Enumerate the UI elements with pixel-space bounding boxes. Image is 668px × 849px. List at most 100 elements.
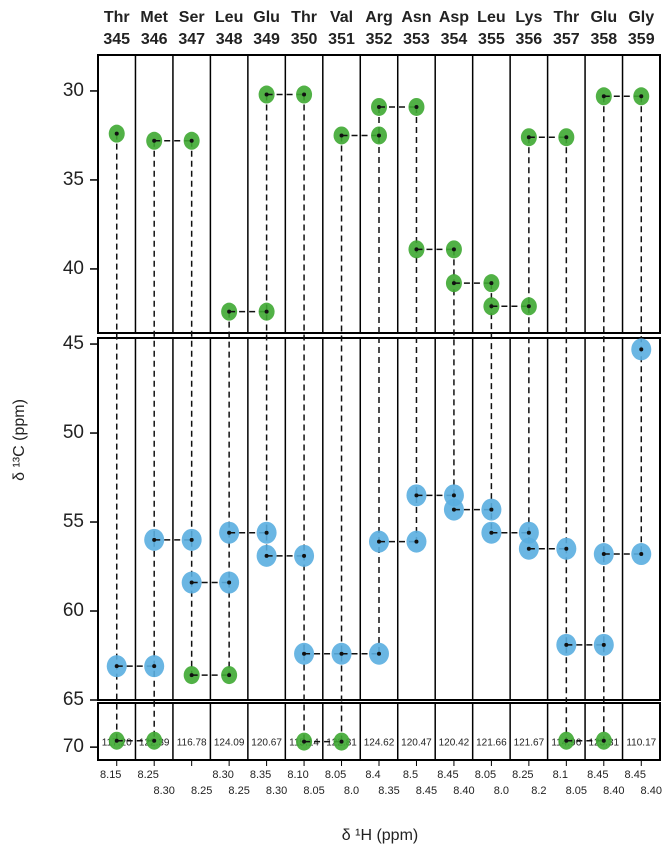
residue-name: Ser <box>179 9 205 26</box>
residue-name: Lys <box>515 9 542 26</box>
h-tick-label: 8.25 <box>228 785 249 797</box>
peak-dot <box>265 531 269 535</box>
residue-name: Thr <box>553 9 579 26</box>
peak-dot <box>115 132 119 136</box>
residue-name: Leu <box>477 9 505 26</box>
h-tick-label: 8.15 <box>100 769 121 781</box>
residue-name: Glu <box>590 9 617 26</box>
peak-dot <box>190 538 194 542</box>
h-tick-label: 8.25 <box>512 769 533 781</box>
h-tick-label: 8.05 <box>475 769 496 781</box>
h-tick-label: 8.30 <box>153 785 174 797</box>
peak-dot <box>564 135 568 139</box>
peak-dot <box>527 531 531 535</box>
peak-dot <box>602 643 606 647</box>
h-tick-label: 8.30 <box>212 769 233 781</box>
peak-dot <box>639 552 643 556</box>
n15-label: 121.66 <box>476 738 507 749</box>
residue-name: Glu <box>253 9 280 26</box>
residue-number: 350 <box>291 31 318 48</box>
h-tick-label: 8.5 <box>403 769 418 781</box>
y-tick-label: 55 <box>63 511 84 532</box>
peak-dot <box>414 105 418 109</box>
h-tick-label: 8.45 <box>587 769 608 781</box>
h-tick-label: 8.10 <box>287 769 308 781</box>
residue-name: Asp <box>439 9 469 26</box>
residue-number: 351 <box>328 31 355 48</box>
peak-dot <box>377 133 381 137</box>
y-tick-label: 60 <box>63 600 84 621</box>
h-tick-label: 8.05 <box>325 769 346 781</box>
residue-number: 349 <box>253 31 280 48</box>
h-tick-label: 8.35 <box>378 785 399 797</box>
h-tick-label: 8.4 <box>365 769 380 781</box>
h-tick-label: 8.45 <box>437 769 458 781</box>
h-tick-label: 8.0 <box>344 785 359 797</box>
peak-dot <box>227 673 231 677</box>
h-tick-label: 8.05 <box>566 785 587 797</box>
y-tick-label: 30 <box>63 80 84 101</box>
peak-dot <box>302 554 306 558</box>
y-tick-label: 50 <box>63 422 84 443</box>
residue-number: 357 <box>553 31 580 48</box>
peak-dot <box>302 93 306 97</box>
n15-label: 124.09 <box>214 738 245 749</box>
y-tick-label: 65 <box>63 689 84 710</box>
y-tick-label: 40 <box>63 258 84 279</box>
residue-name: Asn <box>401 9 431 26</box>
h-tick-label: 8.35 <box>250 769 271 781</box>
residue-name: Gly <box>628 9 654 26</box>
residue-name: Leu <box>215 9 243 26</box>
residue-number: 353 <box>403 31 430 48</box>
n15-label: 110.17 <box>626 738 656 749</box>
peak-dot <box>377 652 381 656</box>
peak-dot <box>340 740 344 744</box>
peak-dot <box>489 508 493 512</box>
x-axis-title: δ ¹H (ppm) <box>342 827 418 844</box>
peak-dot <box>527 304 531 308</box>
y-tick-label: 35 <box>63 169 84 190</box>
h-tick-label: 8.45 <box>416 785 437 797</box>
residue-name: Val <box>330 9 353 26</box>
n15-label: 120.67 <box>251 738 282 749</box>
n15-label: 120.42 <box>439 738 470 749</box>
n15-label: 124.62 <box>364 738 395 749</box>
h-tick-label: 8.40 <box>641 785 662 797</box>
residue-number: 359 <box>628 31 655 48</box>
residue-number: 356 <box>516 31 543 48</box>
residue-number: 354 <box>441 31 468 48</box>
peak-dot <box>190 139 194 143</box>
residue-number: 352 <box>366 31 393 48</box>
peak-dot <box>489 281 493 285</box>
n15-label: 120.47 <box>401 738 432 749</box>
y-tick-label: 70 <box>63 736 84 757</box>
n15-label: 121.67 <box>514 738 545 749</box>
h-tick-label: 8.0 <box>494 785 509 797</box>
peak-dot <box>639 94 643 98</box>
residue-number: 347 <box>178 31 205 48</box>
residue-name: Met <box>140 9 168 26</box>
peak-dot <box>152 664 156 668</box>
h-tick-label: 8.2 <box>531 785 546 797</box>
peak-dot <box>227 581 231 585</box>
h-tick-label: 8.40 <box>453 785 474 797</box>
h-tick-label: 8.05 <box>303 785 324 797</box>
peak-dot <box>414 540 418 544</box>
residue-number: 345 <box>103 31 130 48</box>
peak-dot <box>452 247 456 251</box>
peak-dot <box>564 547 568 551</box>
peak-dot <box>452 493 456 497</box>
residue-name: Thr <box>291 9 317 26</box>
h-tick-label: 8.45 <box>625 769 646 781</box>
n15-label: 116.78 <box>177 738 207 749</box>
peak-dot <box>152 739 156 743</box>
peak-dot <box>265 310 269 314</box>
residue-name: Arg <box>365 9 393 26</box>
peak-dot <box>639 347 643 351</box>
chart: δ ¹³C (ppm) δ ¹H (ppm) 30354045505560657… <box>0 0 668 849</box>
residue-number: 346 <box>141 31 168 48</box>
h-tick-label: 8.25 <box>137 769 158 781</box>
h-tick-label: 8.25 <box>191 785 212 797</box>
residue-number: 358 <box>590 31 617 48</box>
h-tick-label: 8.40 <box>603 785 624 797</box>
